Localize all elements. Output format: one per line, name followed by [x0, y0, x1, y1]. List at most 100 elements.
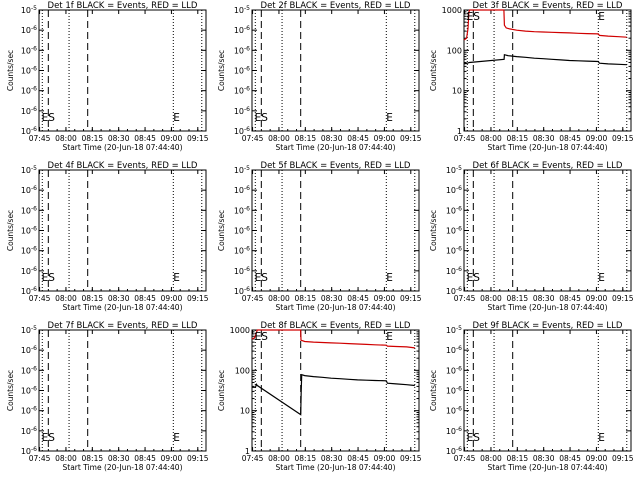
x-tick-label: 08:30: [108, 294, 130, 303]
detector-panel: Det 9f BLACK = Events, RED = LLD 07:45 08:…: [429, 321, 634, 472]
plot-frame: [251, 169, 420, 292]
plot-frame: [38, 9, 207, 132]
x-tick-label: 08:15: [507, 454, 529, 463]
marker-annotation: ES: [467, 432, 481, 444]
y-axis-title: Counts/sec: [217, 210, 226, 251]
x-tick-label: 08:15: [82, 294, 104, 303]
plot-frame: [251, 329, 420, 452]
y-tick-label: 10-6: [21, 25, 37, 35]
x-tick-label: 08:00: [268, 454, 290, 463]
y-tick-label: 10-6: [21, 286, 37, 296]
y-tick-label: 10-5: [446, 325, 462, 335]
x-tick-label: 07:45: [454, 134, 476, 143]
detector-panel: Det 7f BLACK = Events, RED = LLD 07:45 08:…: [6, 321, 209, 472]
panel-title: Det 5f BLACK = Events, RED = LLD: [261, 161, 411, 171]
x-tick-label: 08:00: [480, 134, 502, 143]
x-tick-label: 09:15: [400, 454, 422, 463]
x-tick-label: 09:00: [161, 454, 183, 463]
marker-annotation: ES: [42, 272, 56, 284]
x-tick-label: 09:15: [612, 294, 634, 303]
x-axis-title: Start Time (20-Jun-18 07:44:40): [63, 143, 183, 152]
marker-annotation: ES: [255, 112, 269, 124]
y-tick-label: 10-6: [446, 406, 462, 416]
marker-annotation: E: [598, 11, 605, 23]
y-tick-label: 10-6: [234, 226, 250, 236]
marker-annotation: E: [386, 272, 393, 284]
y-tick-label: 10-6: [234, 45, 250, 55]
detector-panel: Det 8f BLACK = Events, RED = LLD 07:45 08:…: [217, 321, 422, 472]
x-tick-label: 09:00: [374, 454, 396, 463]
x-tick-label: 07:45: [454, 294, 476, 303]
x-tick-label: 08:30: [108, 454, 130, 463]
y-tick-label: 10-6: [446, 365, 462, 375]
y-tick-label: 1000: [230, 326, 250, 335]
y-tick-label: 10-6: [21, 386, 37, 396]
y-tick-label: 10-6: [446, 185, 462, 195]
y-axis-title: Counts/sec: [6, 210, 15, 251]
marker-annotation: E: [598, 272, 605, 284]
y-tick-label: 10-6: [234, 246, 250, 256]
y-tick-label: 10-6: [21, 446, 37, 456]
x-tick-label: 07:45: [29, 134, 51, 143]
y-tick-label: 10-6: [21, 345, 37, 355]
x-axis-title: Start Time (20-Jun-18 07:44:40): [488, 303, 608, 312]
marker-annotation: E: [386, 331, 393, 343]
y-tick-label: 10-6: [21, 365, 37, 375]
y-tick-label: 10-6: [446, 446, 462, 456]
plot-frame: [463, 329, 632, 452]
marker-annotation: ES: [467, 272, 481, 284]
y-tick-label: 10-6: [234, 126, 250, 136]
marker-annotation: ES: [255, 272, 269, 284]
detector-panel: Det 4f BLACK = Events, RED = LLD 07:45 08:…: [6, 161, 209, 312]
plot-frame: [463, 9, 632, 132]
y-tick-label: 10-6: [446, 286, 462, 296]
y-tick-label: 10-6: [446, 226, 462, 236]
marker-annotation: ES: [42, 432, 56, 444]
x-tick-label: 09:15: [400, 134, 422, 143]
x-tick-label: 08:15: [507, 294, 529, 303]
x-tick-label: 08:00: [480, 454, 502, 463]
y-axis-title: Counts/sec: [6, 370, 15, 411]
x-tick-label: 08:45: [347, 454, 369, 463]
x-tick-label: 08:45: [559, 294, 581, 303]
x-tick-label: 08:45: [347, 294, 369, 303]
y-tick-label: 10-5: [234, 5, 250, 15]
x-tick-label: 08:30: [533, 294, 555, 303]
series-line: [463, 53, 627, 66]
y-tick-label: 10-6: [234, 185, 250, 195]
x-axis-title: Start Time (20-Jun-18 07:44:40): [488, 463, 608, 472]
y-tick-label: 10: [240, 407, 250, 416]
x-tick-label: 08:45: [134, 134, 156, 143]
detector-panel: Det 3f BLACK = Events, RED = LLD 07:45 08:…: [429, 1, 634, 152]
x-tick-label: 08:15: [295, 294, 317, 303]
x-tick-label: 09:00: [161, 134, 183, 143]
y-tick-label: 10-6: [21, 406, 37, 416]
x-tick-label: 08:00: [480, 294, 502, 303]
panel-title: Det 8f BLACK = Events, RED = LLD: [261, 321, 411, 331]
y-tick-label: 10-6: [446, 345, 462, 355]
series-line: [251, 329, 415, 349]
y-axis-title: Counts/sec: [217, 370, 226, 411]
y-tick-label: 10-6: [21, 45, 37, 55]
detector-panel: Det 2f BLACK = Events, RED = LLD 07:45 08:…: [217, 1, 422, 152]
x-axis-title: Start Time (20-Jun-18 07:44:40): [276, 463, 396, 472]
y-tick-label: 10-5: [446, 165, 462, 175]
panel-title: Det 7f BLACK = Events, RED = LLD: [48, 321, 198, 331]
y-tick-label: 10-6: [234, 86, 250, 96]
plot-frame: [251, 9, 420, 132]
y-axis-title: Counts/sec: [429, 370, 438, 411]
panel-title: Det 4f BLACK = Events, RED = LLD: [48, 161, 198, 171]
marker-annotation: ES: [467, 11, 481, 23]
x-tick-label: 09:00: [586, 134, 608, 143]
x-tick-label: 08:00: [55, 294, 77, 303]
y-tick-label: 1000: [442, 6, 462, 15]
x-tick-label: 09:00: [374, 134, 396, 143]
x-tick-label: 08:30: [108, 134, 130, 143]
x-tick-label: 09:15: [612, 134, 634, 143]
x-tick-label: 08:45: [134, 454, 156, 463]
detector-panel: Det 1f BLACK = Events, RED = LLD 07:45 08:…: [6, 1, 209, 152]
x-axis-title: Start Time (20-Jun-18 07:44:40): [276, 143, 396, 152]
x-tick-label: 07:45: [242, 454, 264, 463]
panel-title: Det 9f BLACK = Events, RED = LLD: [473, 321, 623, 331]
y-tick-label: 10-5: [21, 165, 37, 175]
